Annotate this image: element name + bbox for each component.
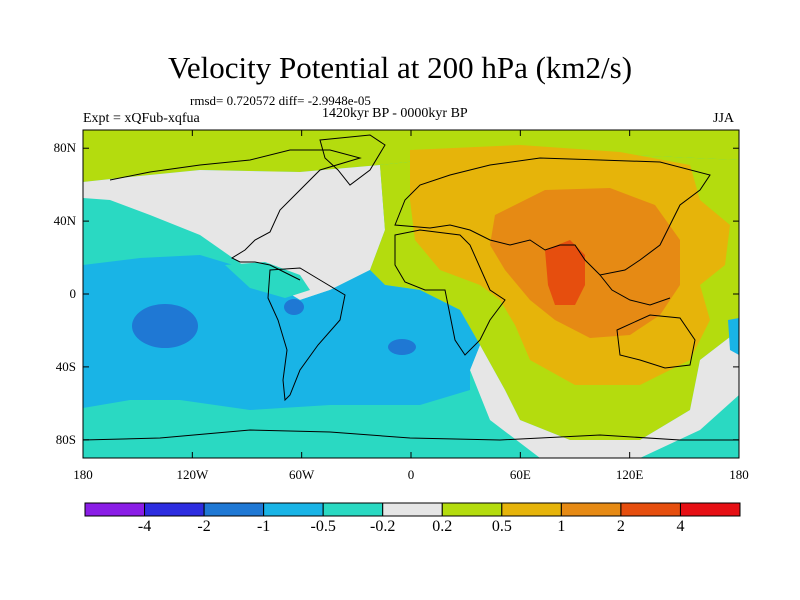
- y-tick-label: 0: [69, 286, 77, 301]
- coast-africa: [394, 229, 506, 356]
- season-label: JJA: [713, 111, 735, 126]
- field-core-samerica: [284, 299, 304, 315]
- colorbar-label: 4: [676, 518, 685, 535]
- colorbar-swatch: [620, 502, 681, 517]
- x-tick-label: 180: [73, 467, 93, 482]
- field-southern-grey: [470, 330, 739, 458]
- colorbar-swatch: [322, 502, 384, 517]
- colorbar-label: 0.5: [491, 518, 512, 535]
- colorbar-swatch: [560, 502, 622, 517]
- field-namerica-grey: [83, 165, 385, 300]
- colorbar-label: 2: [616, 518, 625, 535]
- colorbar-swatch: [203, 502, 265, 517]
- x-tick-label: 120E: [615, 467, 644, 482]
- colorbar-label: 0.2: [432, 518, 453, 535]
- y-tick-label: 40S: [55, 358, 76, 374]
- field-core-atlantic: [388, 339, 416, 355]
- coast-australia: [616, 314, 696, 369]
- field-epac-teal: [225, 262, 310, 298]
- colorbar-swatch: [441, 502, 503, 517]
- x-tick-marks: [82, 130, 740, 458]
- x-tick-label: 180: [729, 467, 749, 482]
- colorbar-label: 1: [557, 518, 566, 535]
- colorbar-label: -4: [137, 518, 152, 535]
- colorbar-label: -0.5: [310, 518, 336, 535]
- x-tick-label: 120W: [176, 467, 209, 482]
- chart-title: Velocity Potential at 200 hPa (km2/s): [167, 50, 633, 85]
- colorbar-label: -1: [256, 518, 271, 535]
- coast-antarctica: [83, 429, 739, 441]
- colorbar-label: -0.2: [370, 518, 396, 535]
- colorbar: [84, 502, 741, 517]
- period-label: 1420kyr BP - 0000kyr BP: [322, 106, 468, 121]
- field-edge-blue: [728, 318, 739, 355]
- coast-eurasia: [394, 157, 711, 276]
- y-tick-label: 80S: [55, 431, 76, 447]
- field-core-pacific: [132, 304, 198, 348]
- colorbar-swatch: [263, 502, 324, 517]
- x-tick-label: 0: [407, 467, 415, 482]
- colorbar-swatch: [501, 502, 562, 517]
- coast-south-america: [267, 267, 346, 402]
- field-india-red: [545, 240, 585, 305]
- y-tick-label: 40N: [53, 213, 76, 229]
- stats-label: rmsd= 0.720572 diff= -2.9948e-05: [190, 93, 371, 108]
- coast-greenland: [319, 134, 386, 186]
- y-tick-label: 80N: [53, 140, 76, 156]
- y-tick-marks: [83, 147, 739, 441]
- x-tick-label: 60E: [509, 467, 531, 482]
- coast-north-america: [109, 149, 362, 281]
- x-tick-label: 60W: [289, 467, 315, 482]
- coastlines: [83, 134, 739, 441]
- colorbar-swatch: [144, 502, 205, 517]
- experiment-label: Expt = xQFub-xqfua: [83, 111, 200, 126]
- colorbar-swatch: [382, 502, 443, 517]
- coast-se-asia: [599, 274, 671, 306]
- colorbar-label: -2: [197, 518, 211, 535]
- colorbar-swatch: [84, 502, 146, 517]
- colorbar-swatch: [679, 502, 741, 517]
